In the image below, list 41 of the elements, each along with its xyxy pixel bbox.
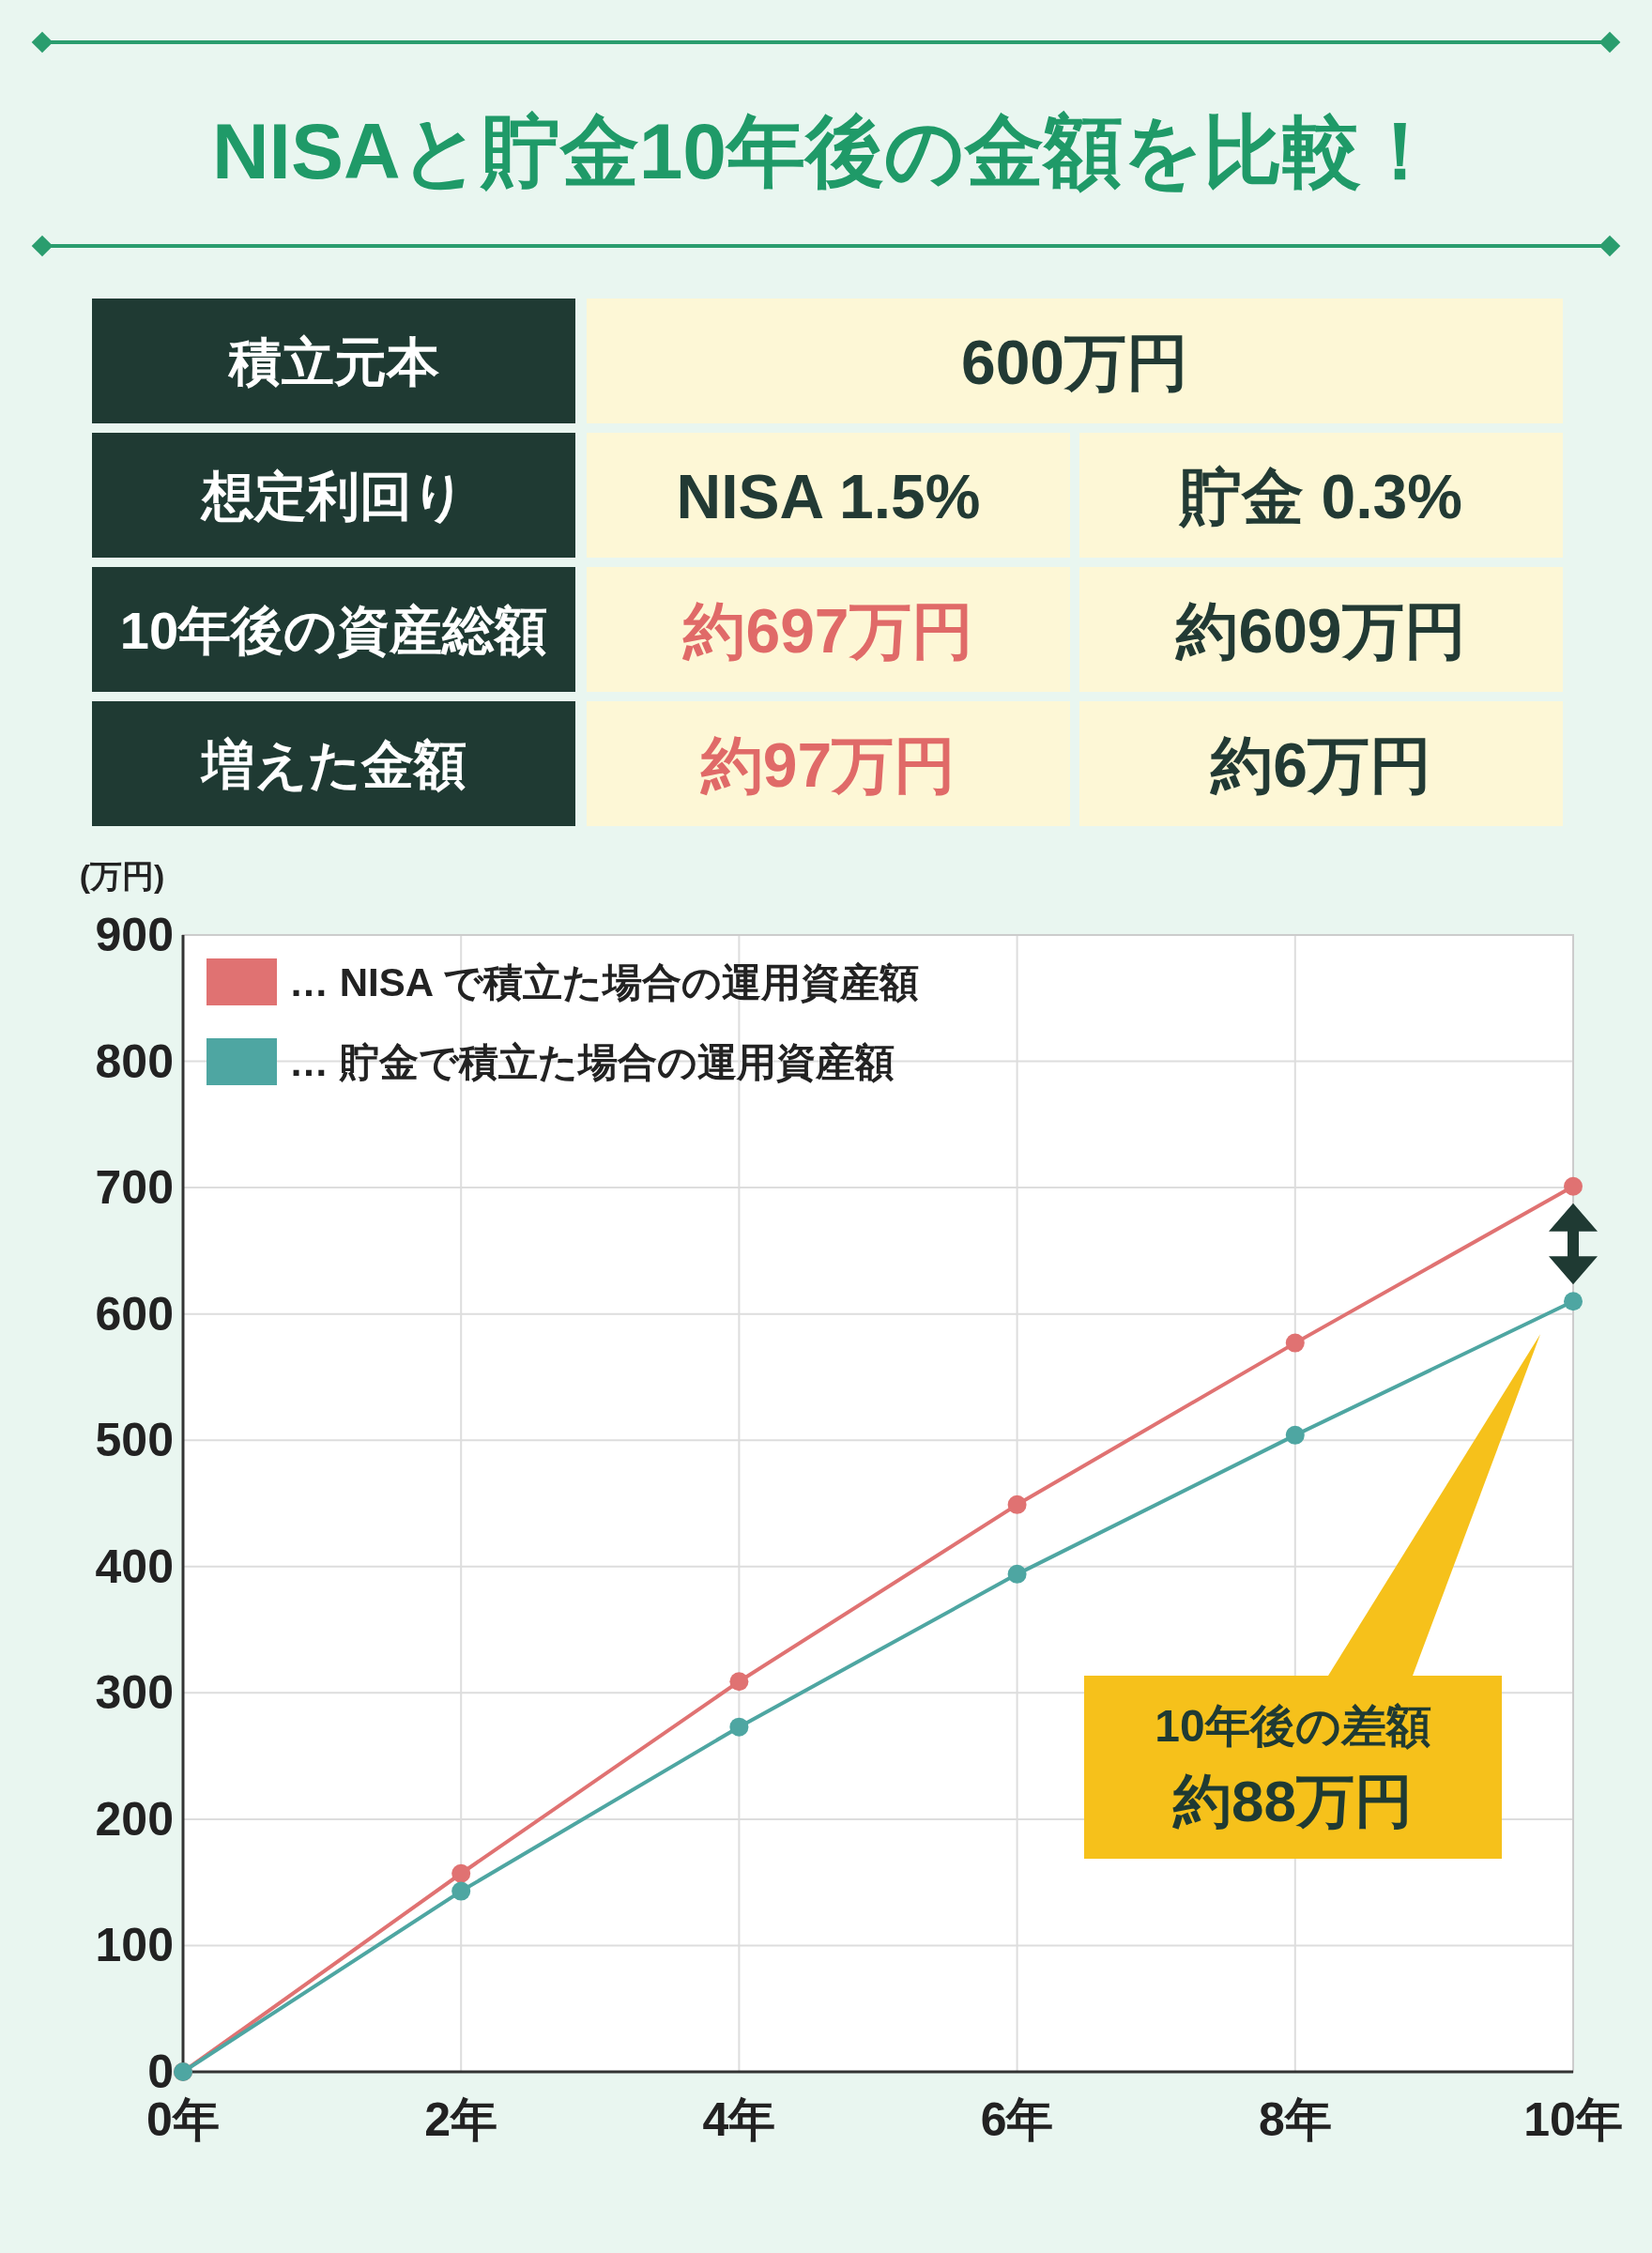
point xyxy=(1285,1333,1305,1353)
x-tick-label: 6年 xyxy=(980,2093,1054,2146)
x-tick-label: 10年 xyxy=(1523,2093,1623,2146)
point xyxy=(451,1881,471,1901)
text: 増えた金額 xyxy=(199,734,467,794)
text: 約97万円 xyxy=(698,729,956,800)
text: 積立元本 xyxy=(226,331,439,391)
legend-label: … 貯金で積立た場合の運用資産額 xyxy=(289,1040,895,1084)
text: 貯金 0.3% xyxy=(1178,461,1462,531)
point xyxy=(729,1717,749,1737)
y-tick-label: 500 xyxy=(95,1414,174,1467)
y-tick-label: 700 xyxy=(95,1161,174,1215)
text: 約6万円 xyxy=(1209,729,1431,800)
text: NISA 1.5% xyxy=(676,461,981,531)
point xyxy=(1564,1292,1583,1311)
y-tick-label: 800 xyxy=(95,1035,174,1088)
text: 10年後の資産総額 xyxy=(119,600,548,660)
point xyxy=(1007,1564,1027,1584)
y-tick-label: 900 xyxy=(95,909,174,961)
point xyxy=(451,1863,471,1883)
annotation: 10年後の差額 xyxy=(1155,1701,1431,1751)
x-tick-label: 2年 xyxy=(424,2093,498,2146)
text: 約697万円 xyxy=(681,595,973,666)
text: 600万円 xyxy=(960,327,1189,397)
x-tick-label: 4年 xyxy=(702,2093,776,2146)
text: 約609万円 xyxy=(1174,595,1466,666)
legend-label: … NISA で積立た場合の運用資産額 xyxy=(289,960,920,1004)
y-tick-label: 100 xyxy=(95,1919,174,1972)
x-tick-label: 8年 xyxy=(1258,2093,1332,2146)
point xyxy=(1007,1494,1027,1514)
y-tick-label: 200 xyxy=(95,1792,174,1846)
point xyxy=(1564,1176,1583,1196)
point xyxy=(1285,1425,1305,1445)
annotation: 約88万円 xyxy=(1171,1769,1413,1833)
y-tick-label: 400 xyxy=(95,1540,174,1593)
y-tick-label: 600 xyxy=(95,1287,174,1341)
point xyxy=(729,1672,749,1692)
text: 想定利回り xyxy=(200,466,466,526)
y-axis-title: (万円) xyxy=(79,858,165,894)
text: NISAと貯金10年後の金額を比較！ xyxy=(211,107,1441,195)
y-tick-label: 300 xyxy=(95,1666,174,1720)
